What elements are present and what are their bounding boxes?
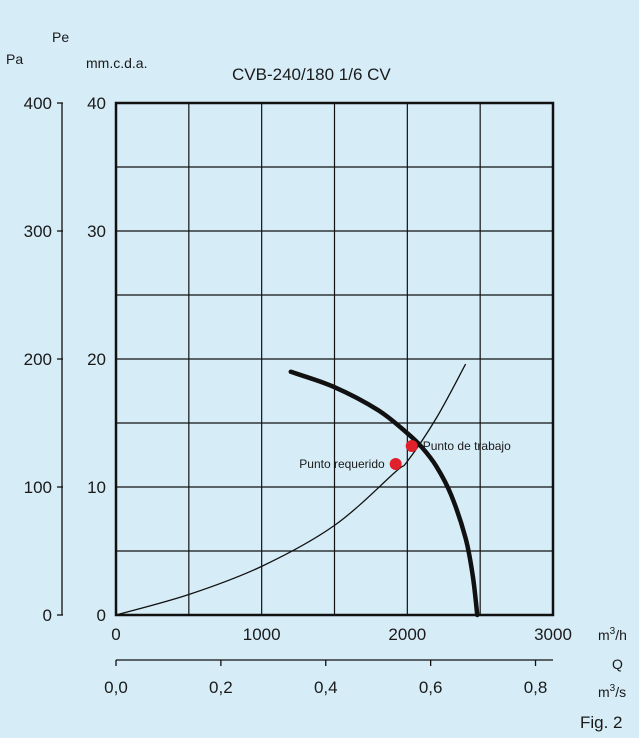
y-inner-label-top: Pe [52,29,69,45]
y-axis-inner-ticks: 0 10 20 30 40 [87,94,106,625]
plot-frame [114,101,555,617]
x-primary-tick-label: 3000 [534,625,572,644]
series-fan-curve [288,369,480,618]
x-primary-tick-label: 1000 [243,625,281,644]
y-inner-tick-label: 20 [87,350,106,369]
x-secondary-tick-label: 0,6 [419,678,443,697]
y-inner-tick-label: 40 [87,94,106,113]
x-axis-primary: 0 1000 2000 3000 [111,625,572,644]
y-axis-outer: 0 100 200 300 400 [24,94,63,625]
y-inner-tick-label: 0 [97,606,106,625]
point-marker [389,457,402,470]
y-inner-tick-label: 30 [87,222,106,241]
x-primary-tick-label: 0 [111,625,120,644]
x-secondary-unit: m3/s [598,683,626,700]
x-secondary-tick-label: 0,8 [524,678,548,697]
point-label: Punto requerido [299,457,385,471]
y-outer-tick-label: 200 [24,350,52,369]
y-outer-label: Pa [6,51,23,67]
operating-points: Punto requerido Punto de trabajo [299,439,511,471]
x-primary-tick-label: 2000 [388,625,426,644]
y-outer-tick-label: 100 [24,478,52,497]
point-marker [405,440,418,453]
x-secondary-label: Q [612,656,623,672]
y-inner-label: mm.c.d.a. [86,55,147,71]
y-outer-tick-label: 400 [24,94,52,113]
x-axis-secondary: 0,0 0,2 0,4 0,6 0,8 [104,659,553,697]
x-primary-unit: m3/h [598,626,627,643]
x-secondary-tick-label: 0,0 [104,678,128,697]
grid-lines [116,103,553,615]
chart-title: CVB-240/180 1/6 CV [232,65,391,84]
x-secondary-tick-label: 0,4 [314,678,338,697]
y-inner-tick-label: 10 [87,478,106,497]
point-label: Punto de trabajo [423,439,511,453]
y-outer-tick-label: 300 [24,222,52,241]
figure-label: Fig. 2 [580,713,623,732]
y-outer-tick-label: 0 [43,606,52,625]
series-system-curve [115,363,467,616]
x-secondary-tick-label: 0,2 [209,678,233,697]
